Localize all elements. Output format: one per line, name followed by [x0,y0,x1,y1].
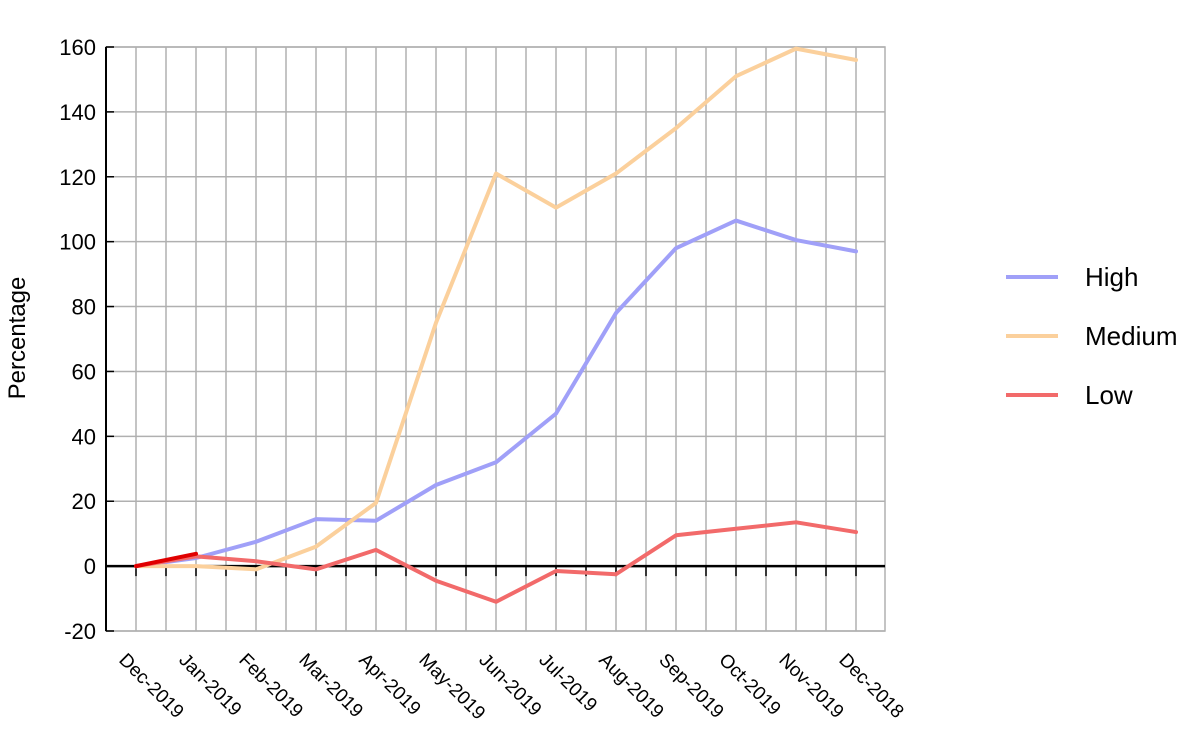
y-tick-label: -20 [64,619,96,644]
x-tick-label: Mar-2019 [294,650,366,722]
y-tick-label: 120 [59,165,96,190]
y-tick-label: 80 [72,295,96,320]
grid [105,46,886,632]
y-tick-label: 140 [59,100,96,125]
y-tick-label: 40 [72,424,96,449]
series-line-low [134,520,858,604]
y-axis-title: Percentage [4,277,31,400]
legend: High Medium Low [1006,262,1177,410]
y-tick-label: 0 [84,554,96,579]
series-line-high [134,218,858,569]
x-tick-label: Dec-2019 [114,650,187,723]
series-lines [134,46,858,604]
y-tick-label: 20 [72,489,96,514]
x-tick-label: Apr-2019 [354,650,424,720]
x-tick-label: Sep-2019 [654,650,727,723]
low-highlight-segment [134,551,198,569]
legend-label-medium: Medium [1085,321,1177,351]
legend-label-low: Low [1085,380,1133,410]
x-tick-label: Feb-2019 [234,650,306,722]
x-tick-label: Nov-2019 [774,650,847,723]
y-tick-label: 100 [59,230,96,255]
y-tick-label: 160 [59,35,96,60]
series-line-medium [134,46,858,572]
y-axis: -20 0 20 40 60 80 100 120 140 160 [59,35,114,644]
x-tick-label: Aug-2019 [594,650,667,723]
x-tick-label: Dec-2018 [834,650,907,723]
legend-label-high: High [1085,262,1138,292]
y-tick-label: 60 [72,359,96,384]
